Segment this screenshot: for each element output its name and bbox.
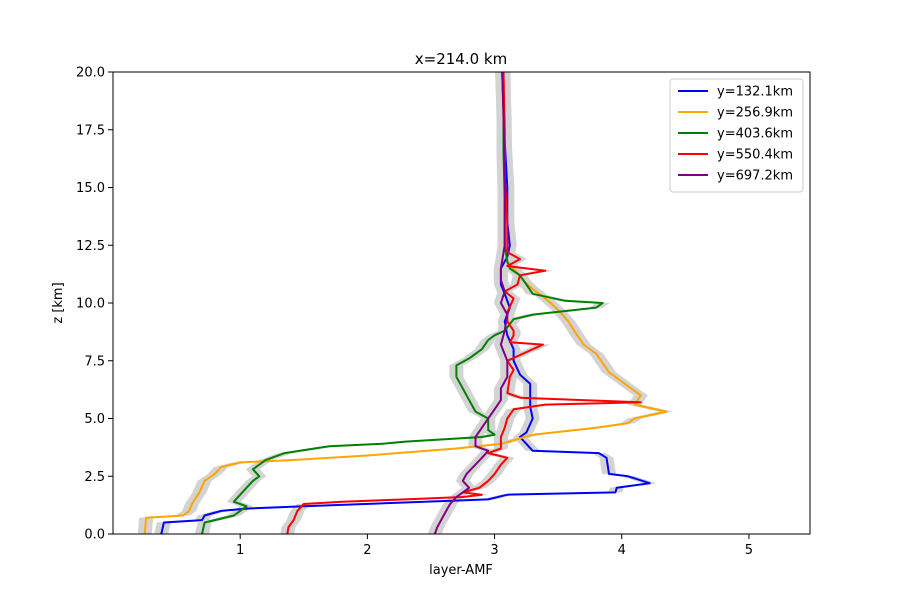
band-series-5 <box>427 72 515 534</box>
y-tick-label: 10.0 <box>76 297 105 312</box>
legend-label: y=697.2km <box>717 169 793 184</box>
x-axis: 1 2 3 4 5 <box>236 534 753 558</box>
y-tick-label: 15.0 <box>76 181 105 196</box>
band-series-1 <box>154 72 657 534</box>
y-tick-label: 7.5 <box>84 354 105 369</box>
legend-label: y=256.9km <box>717 106 793 121</box>
legend: y=132.1km y=256.9km y=403.6km y=550.4km y=69… <box>669 78 804 193</box>
legend-label: y=403.6km <box>717 127 793 142</box>
y-tick-label: 20.0 <box>76 66 105 81</box>
line-series-5 <box>433 71 509 535</box>
x-tick-label: 5 <box>745 543 753 558</box>
x-tick-label: 2 <box>363 543 371 558</box>
y-tick-label: 12.5 <box>76 239 105 254</box>
line-series-1 <box>160 71 651 535</box>
legend-label: y=132.1km <box>717 85 793 100</box>
chart-title: x=214.0 km <box>415 50 507 68</box>
y-tick-label: 17.5 <box>76 123 105 138</box>
y-tick-label: 0.0 <box>84 528 105 543</box>
y-axis: 0.0 2.5 5.0 7.5 10.0 12.5 15.0 17.5 20.0 <box>76 66 113 543</box>
y-tick-label: 2.5 <box>84 470 105 485</box>
series-lines <box>143 71 668 535</box>
line-series-4 <box>286 71 642 535</box>
line-series-3 <box>201 71 604 535</box>
x-tick-label: 1 <box>236 543 244 558</box>
y-axis-label: z [km] <box>51 282 66 323</box>
legend-label: y=550.4km <box>717 148 793 163</box>
legend-box <box>669 78 804 193</box>
x-axis-label: layer-AMF <box>429 563 493 578</box>
y-tick-label: 5.0 <box>84 412 105 427</box>
x-tick-label: 4 <box>618 543 626 558</box>
x-tick-label: 3 <box>490 543 498 558</box>
